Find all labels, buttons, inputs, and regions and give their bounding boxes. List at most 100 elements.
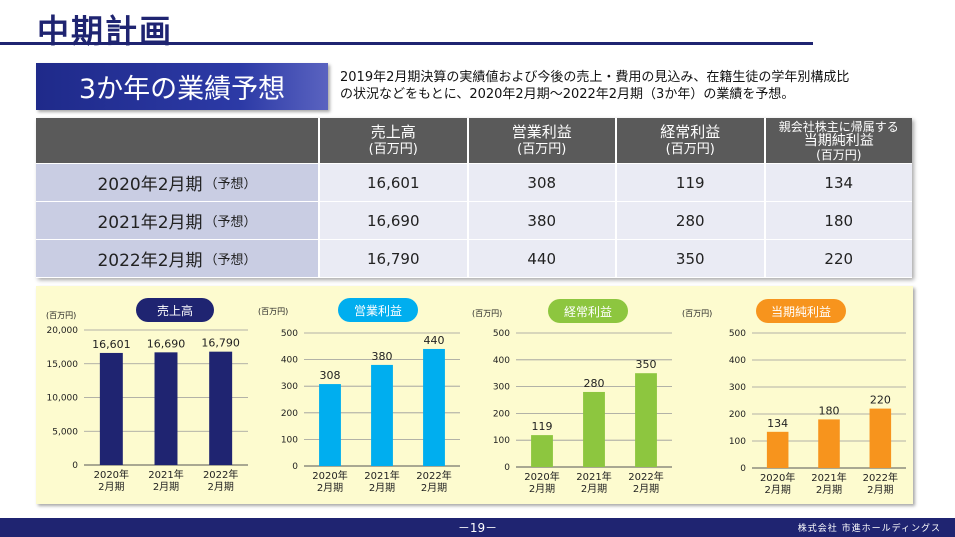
header-unit: (百万円)	[368, 141, 418, 157]
y-tick-label: 200	[493, 409, 510, 419]
bar	[635, 373, 657, 467]
forecast-table: 売上高 (百万円) 営業利益 (百万円) 経常利益 (百万円) 親会社株主に帰属…	[36, 118, 912, 278]
y-tick-label: 100	[729, 437, 746, 447]
value-cell: 16,601	[318, 164, 467, 201]
bar	[209, 351, 233, 465]
value-cell: 380	[466, 202, 615, 239]
value-cell: 119	[615, 164, 764, 201]
x-tick-label: 2月期	[153, 481, 179, 493]
x-tick-label: 2月期	[529, 483, 555, 495]
y-tick-label: 0	[72, 461, 78, 471]
y-tick-label: 500	[729, 329, 746, 339]
period-note: （予想）	[204, 215, 257, 230]
header-unit: (百万円)	[816, 147, 862, 162]
chart-unit: (百万円)	[258, 307, 289, 316]
data-label: 280	[584, 377, 605, 390]
period-label: 2020年2月期	[97, 175, 203, 195]
sales-bar-chart: 05,00010,00015,00020,00016,6012020年2月期16…	[47, 326, 248, 493]
page-number: －19－	[457, 521, 498, 535]
x-tick-label: 2022年	[863, 471, 898, 484]
y-tick-label: 100	[493, 436, 510, 446]
y-tick-label: 15,000	[47, 360, 79, 370]
value-cell: 180	[763, 202, 912, 239]
header-label-small: 親会社株主に帰属する	[778, 119, 899, 134]
x-tick-label: 2021年	[148, 468, 183, 481]
bar	[423, 348, 445, 466]
y-tick-label: 300	[493, 383, 510, 393]
x-tick-label: 2月期	[207, 481, 233, 493]
chart-title-pill: 当期純利益	[756, 299, 846, 323]
y-tick-label: 0	[292, 462, 298, 472]
value-cell: 308	[466, 164, 615, 201]
charts-panel: (百万円) 売上高 0 5,000 10,000 15,000 20,000 16,601…	[36, 286, 913, 504]
net-income-bar-chart: 01002003004005001342020年2月期1802021年2月期22…	[729, 329, 906, 496]
bar	[99, 352, 123, 465]
description-line: 2019年2月期決算の実績値および今後の売上・費用の見込み、在籍生徒の学年別構成…	[340, 70, 850, 85]
x-tick-label: 2月期	[369, 482, 395, 494]
y-tick-label: 10,000	[47, 394, 79, 404]
header-unit: (百万円)	[517, 141, 567, 157]
bar	[371, 364, 393, 466]
data-label: 16,690	[147, 337, 186, 350]
y-tick-label: 500	[493, 329, 510, 339]
data-label: 134	[767, 417, 788, 430]
value-cell: 280	[615, 202, 764, 239]
value-cell: 440	[466, 240, 615, 277]
x-tick-label: 2020年	[312, 469, 347, 482]
x-tick-label: 2月期	[633, 483, 659, 495]
bar	[869, 408, 892, 468]
footer-bar	[0, 518, 955, 537]
header-net-income: 親会社株主に帰属する 当期純利益 (百万円)	[763, 118, 913, 163]
data-label: 220	[870, 394, 891, 407]
data-label: 350	[636, 358, 657, 371]
value-cell: 16,790	[318, 240, 467, 277]
x-tick-label: 2月期	[581, 483, 607, 495]
chart-title-pill: 売上高	[136, 298, 214, 322]
table-header-row: 売上高 (百万円) 営業利益 (百万円) 経常利益 (百万円) 親会社株主に帰属…	[36, 118, 912, 163]
page-title: 中期計画	[37, 12, 174, 50]
chart-title-pill: 経常利益	[548, 299, 628, 323]
header-label: 経常利益	[660, 122, 721, 141]
header-empty-cell	[36, 118, 318, 163]
data-label: 119	[532, 420, 553, 433]
company-name: 株式会社 市進ホールディングス	[797, 524, 941, 534]
data-label: 380	[372, 350, 393, 363]
header-label: 当期純利益	[803, 132, 874, 149]
x-tick-label: 2月期	[867, 484, 893, 496]
chart-title-pill: 営業利益	[338, 298, 418, 322]
bar	[319, 384, 341, 466]
period-note: （予想）	[204, 253, 257, 268]
y-tick-label: 100	[281, 435, 298, 445]
bar	[531, 435, 553, 467]
data-label: 308	[320, 369, 341, 382]
y-tick-label: 200	[729, 410, 746, 420]
period-cell: 2020年2月期 （予想）	[36, 164, 318, 201]
x-tick-label: 2020年	[760, 471, 795, 484]
data-label: 16,790	[201, 337, 240, 350]
x-tick-label: 2022年	[628, 470, 663, 483]
x-tick-label: 2月期	[98, 481, 124, 493]
value-cell: 134	[763, 164, 912, 201]
table-row: 2020年2月期 （予想） 16,601 308 119 134	[36, 164, 912, 201]
data-label: 440	[424, 334, 445, 347]
header-sales: 売上高 (百万円)	[318, 118, 467, 163]
bar	[154, 352, 178, 465]
title-underline	[0, 42, 813, 45]
chart-unit: (百万円)	[682, 309, 713, 318]
y-tick-label: 200	[281, 409, 298, 419]
header-unit: (百万円)	[665, 141, 715, 157]
header-operating-profit: 営業利益 (百万円)	[466, 118, 616, 163]
period-label: 2021年2月期	[97, 213, 203, 233]
y-tick-label: 0	[504, 463, 510, 473]
y-tick-label: 500	[281, 329, 298, 339]
description: 2019年2月期決算の実績値および今後の売上・費用の見込み、在籍生徒の学年別構成…	[340, 69, 940, 103]
value-cell: 16,690	[318, 202, 467, 239]
value-cell: 220	[763, 240, 912, 277]
chart-unit: (百万円)	[46, 311, 77, 320]
x-tick-label: 2022年	[203, 468, 238, 481]
header-label: 売上高	[370, 122, 416, 141]
x-tick-label: 2021年	[811, 471, 846, 484]
x-tick-label: 2020年	[94, 468, 129, 481]
operating-profit-bar-chart: 01002003004005003082020年2月期3802021年2月期44…	[281, 329, 460, 494]
x-tick-label: 2021年	[576, 470, 611, 483]
